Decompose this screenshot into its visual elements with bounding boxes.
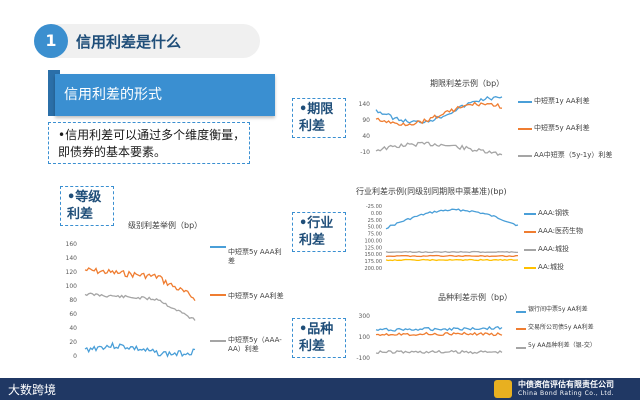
tick-label: 150.00: [365, 252, 383, 258]
tick-label: 90: [362, 117, 370, 124]
banner-text: 信用利差的形式: [64, 87, 162, 103]
tick-label: 20: [69, 339, 77, 346]
tick-label: 25.00: [368, 218, 382, 224]
tick-label: 160: [66, 241, 78, 248]
footer-bar: [0, 378, 640, 400]
tick-label: -25.00: [366, 204, 382, 210]
tick-label: 75.00: [368, 232, 382, 238]
tick-label: 0: [73, 353, 77, 360]
series-line: [385, 258, 519, 262]
term-legend-1: 中短票1y AA利差: [534, 97, 590, 105]
title-pill: [34, 24, 260, 58]
tick-label: 125.00: [365, 245, 383, 251]
industry-legend-1: AAA:钢铁: [538, 209, 569, 217]
series-line: [375, 101, 503, 127]
series-line: [385, 250, 519, 254]
tick-label: 40: [362, 133, 370, 140]
variety-legend-swatch-3: [516, 347, 526, 349]
industry-legend-2: AAA:医药生物: [538, 227, 583, 235]
grade-legend-2: 中短票5y AA利差: [228, 292, 284, 300]
tick-label: 120: [66, 269, 78, 276]
variety-chart: -100 100 300: [356, 313, 503, 362]
tick-label: -10: [360, 149, 370, 156]
tick-label: 200.00: [365, 266, 383, 272]
tick-label: 40: [69, 325, 77, 332]
tick-label: 300: [359, 313, 371, 320]
footer-company-en: China Bond Rating Co., Ltd.: [518, 390, 614, 397]
industry-legend-swatch-3: [524, 249, 536, 251]
term-legend-swatch-1: [518, 101, 532, 103]
tick-label: 140: [66, 255, 78, 262]
grade-legend-1: 中短票5y AAA利差: [228, 248, 282, 265]
term-legend-swatch-2: [518, 128, 532, 130]
term-chart-title: 期限利差示例（bp）: [430, 79, 505, 88]
industry-legend-3: AAA:城投: [538, 245, 569, 253]
grade-legend-3: 中短票5y（AAA-AA）利差: [228, 336, 282, 353]
series-line: [375, 96, 503, 124]
tag-grade: •等级利差: [60, 186, 114, 226]
industry-chart-title: 行业利差示例(同级别同期限中票基准)(bp): [356, 187, 507, 196]
variety-chart-title: 品种利差示例（bp）: [438, 293, 513, 302]
grade-legend-swatch-3: [210, 340, 226, 342]
industry-legend-4: AA:城投: [538, 263, 565, 271]
tick-label: 0.00: [371, 211, 382, 217]
grade-chart: 0 20 40 60 80 100 120 140 160: [66, 241, 196, 360]
footer-company: 中债资信评估有限责任公司: [518, 380, 614, 389]
grade-legend-swatch-1: [210, 246, 226, 248]
grade-legend-swatch-2: [210, 294, 226, 296]
tick-label: 100: [359, 334, 371, 341]
tag-industry: •行业利差: [292, 212, 346, 252]
tag-variety: •品种利差: [292, 318, 346, 358]
series-line: [84, 267, 196, 302]
tick-label: 100.00: [365, 238, 383, 244]
description-text: •信用利差可以通过多个维度衡量，即债券的基本要素。: [58, 128, 246, 159]
variety-legend-3: 5y AA品种利差（银-交）: [528, 342, 596, 349]
variety-legend-swatch-1: [516, 311, 526, 313]
tick-label: 50.00: [368, 225, 382, 231]
description-box: [48, 122, 250, 164]
industry-legend-swatch-2: [524, 231, 536, 233]
tick-label: 140: [359, 101, 371, 108]
term-chart: -10 40 90 140: [359, 96, 503, 156]
tick-label: 80: [69, 297, 77, 304]
section-number: 1: [34, 24, 68, 58]
series-line: [375, 349, 503, 355]
footer-brand: 大数跨境: [8, 383, 57, 397]
variety-legend-swatch-2: [516, 328, 526, 330]
variety-legend-2: 交易所公司债5y AA利差: [528, 324, 594, 331]
series-line: [375, 325, 503, 332]
series-line: [84, 341, 196, 358]
tag-term: •期限利差: [292, 98, 346, 138]
term-legend-2: 中短票5y AA利差: [534, 124, 590, 132]
term-legend-3: AA中短票（5y-1y）利差: [534, 151, 613, 159]
tick-label: 60: [69, 311, 77, 318]
tick-label: 175.00: [365, 259, 383, 265]
variety-legend-1: 银行间中票5y AA利差: [528, 306, 588, 313]
industry-chart: 200.00175.00150.00125.00100.0075.0050.00…: [365, 204, 519, 272]
series-line: [375, 331, 503, 337]
grade-chart-title: 级别利差举例（bp）: [128, 221, 203, 230]
company-logo-icon: [494, 380, 512, 398]
tick-label: -100: [356, 355, 370, 362]
series-line: [84, 292, 196, 321]
page-title: 信用利差是什么: [76, 33, 182, 51]
section-banner: [55, 74, 275, 116]
industry-legend-swatch-1: [524, 213, 536, 215]
industry-legend-swatch-4: [524, 267, 536, 269]
series-line: [375, 141, 503, 156]
tick-label: 100: [66, 283, 78, 290]
series-line: [385, 208, 519, 230]
series-line: [385, 254, 519, 258]
term-legend-swatch-3: [518, 155, 532, 157]
